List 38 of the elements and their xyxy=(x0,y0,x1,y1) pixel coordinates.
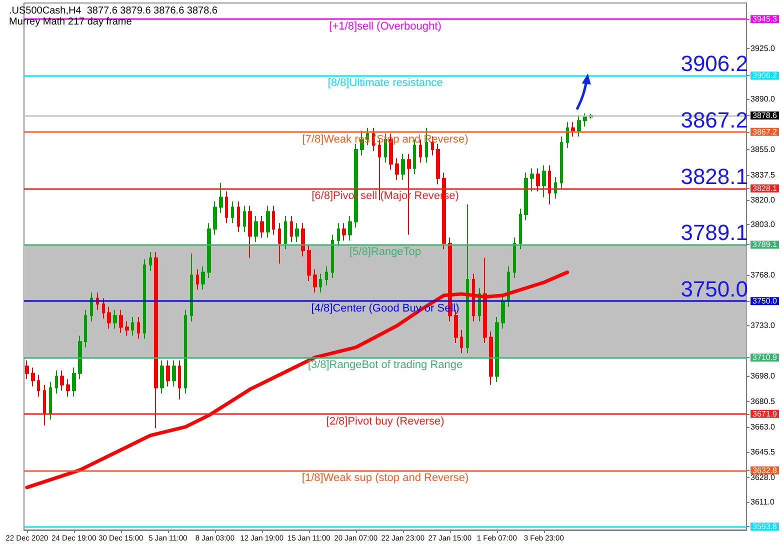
y-tick-label: 3789.1 xyxy=(752,240,778,250)
ref-line-label: [2/8]Pivot buy (Reverse) xyxy=(326,415,444,428)
y-tick-label: 3733.0 xyxy=(750,321,776,330)
y-tick-label: 3645.5 xyxy=(750,448,776,457)
y-tick-label: 3820.0 xyxy=(750,196,776,205)
y-tick-label: 3671.9 xyxy=(752,409,778,418)
annotation: 3789.1 xyxy=(680,220,748,246)
chart-title: .US500Cash,H4 3877.6 3879.6 3876.6 3878.6 xyxy=(9,6,218,16)
y-tick-label: 3750.0 xyxy=(752,296,778,306)
y-tick-label: 3878.6 xyxy=(752,110,778,120)
y-tick-label: 3680.5 xyxy=(750,397,776,406)
y-tick-label: 3906.2 xyxy=(752,71,778,80)
y-tick-label: 3611.0 xyxy=(750,497,775,506)
y-tick-label: 3890.0 xyxy=(750,94,776,104)
y-tick-label: 3768.0 xyxy=(750,270,776,280)
y-tick-label: 3837.5 xyxy=(750,170,776,180)
y-tick-label: 3945.3 xyxy=(752,14,778,24)
y-tick-label: 3803.0 xyxy=(750,220,776,230)
annotation: 3906.2 xyxy=(680,51,748,76)
y-tick-label: 3698.0 xyxy=(750,372,776,381)
y-tick-label: 3710.9 xyxy=(752,353,778,362)
text: Murrey Math 217 day frame xyxy=(9,16,132,28)
y-tick-label: 3925.0 xyxy=(750,44,776,53)
y-tick-label: 3628.0 xyxy=(750,472,776,482)
ref-line-label: [5/8]RangeTop xyxy=(349,246,422,258)
y-tick-label: 3828.1 xyxy=(752,184,778,193)
ref-line-label: [1/8]Weak sup (stop and Reverse) xyxy=(302,472,469,484)
ref-line-label: [+1/8]sell (Overbought) xyxy=(329,20,442,33)
annotation: 3750.0 xyxy=(680,276,748,302)
y-tick-label: 3593.8 xyxy=(752,522,778,532)
y-tick-label: 3632.8 xyxy=(752,466,778,475)
ref-line-label: [3/8]RangeBot of trading Range xyxy=(308,359,463,372)
annotation: 3828.1 xyxy=(680,164,748,189)
y-tick-label: 3867.2 xyxy=(752,127,778,136)
ref-line-label: [8/8]Ultimate resistance xyxy=(328,77,443,90)
annotation: 3867.2 xyxy=(680,107,748,132)
y-tick-label: 3663.0 xyxy=(750,422,776,432)
y-tick-label: 3855.0 xyxy=(750,145,776,154)
